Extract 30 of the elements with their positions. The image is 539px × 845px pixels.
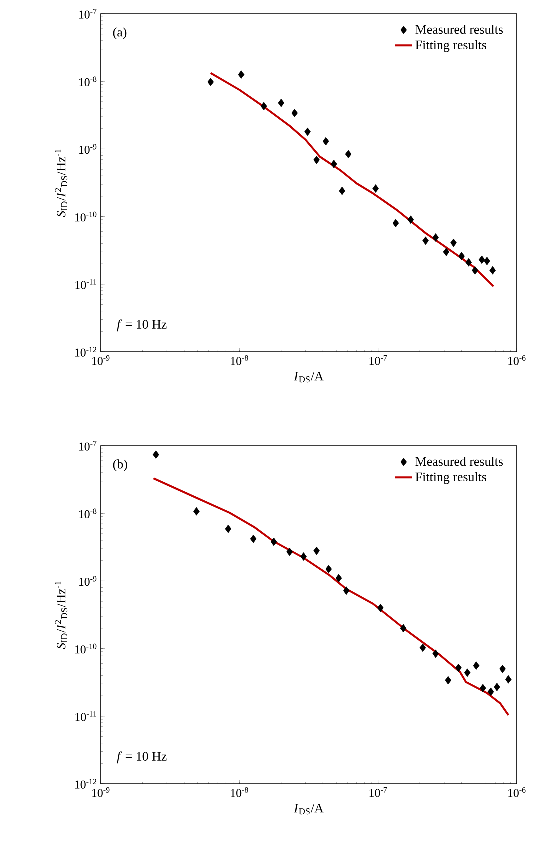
legend-label: Fitting results — [416, 472, 487, 484]
annotation: (a) — [113, 28, 127, 40]
y-tick-label: 10$^{-11}$ — [76, 712, 96, 722]
y-tick-label: 10$^{-8}$ — [79, 76, 97, 86]
x-tick-label: 10$^{-9}$ — [92, 788, 110, 798]
y-tick-label: 10$^{-7}$ — [79, 441, 97, 451]
annotation: f = 10 Hz — [117, 320, 167, 332]
y-tick-label: 10$^{-10}$ — [75, 212, 97, 222]
y-tick-label: 10$^{-12}$ — [75, 779, 97, 789]
x-tick-label: 10$^{-7}$ — [370, 788, 388, 798]
y-tick-label: 10$^{-9}$ — [79, 576, 97, 586]
y-tick-label: 10$^{-10}$ — [75, 644, 97, 654]
legend-label: Measured results — [416, 456, 504, 466]
legend-label: Measured results — [416, 24, 504, 34]
annotation: f = 10 Hz — [117, 752, 167, 764]
x-tick-label: 10$^{-6}$ — [508, 356, 526, 366]
x-tick-label: 10$^{-6}$ — [508, 788, 526, 798]
y-tick-label: 10$^{-11}$ — [76, 280, 96, 290]
x-axis-title: I$_{DS}$/A — [294, 804, 324, 815]
y-tick-label: 10$^{-7}$ — [79, 9, 97, 19]
annotation: (b) — [113, 460, 128, 472]
x-tick-label: 10$^{-7}$ — [370, 356, 388, 366]
x-axis-title: I$_{DS}$/A — [294, 372, 324, 383]
x-tick-label: 10$^{-8}$ — [231, 788, 248, 798]
x-tick-label: 10$^{-9}$ — [92, 356, 110, 366]
y-tick-label: 10$^{-12}$ — [75, 347, 97, 357]
x-tick-label: 10$^{-8}$ — [231, 356, 248, 366]
y-tick-label: 10$^{-8}$ — [79, 508, 97, 518]
y-tick-label: 10$^{-9}$ — [79, 144, 97, 154]
legend-label: Fitting results — [416, 40, 487, 52]
